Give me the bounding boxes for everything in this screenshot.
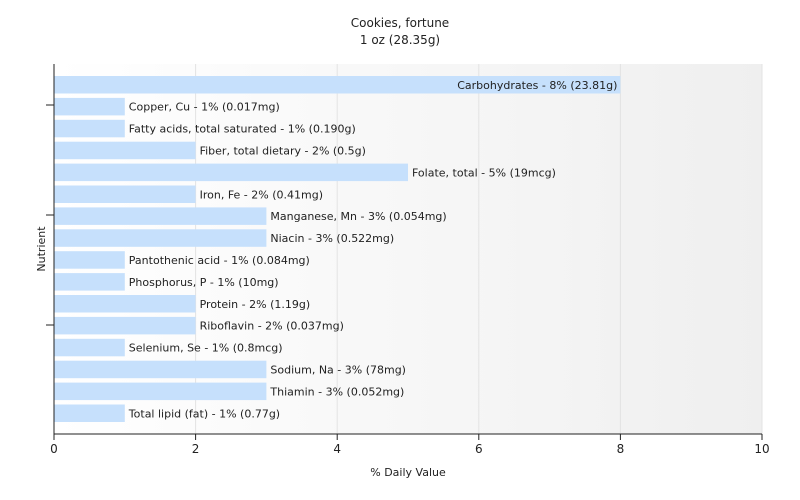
bar-label: Pantothenic acid - 1% (0.084mg) [129,254,310,267]
bar-label: Selenium, Se - 1% (0.8mcg) [129,342,283,355]
plot-area [54,64,762,434]
bar [54,295,196,313]
bar-labels: Carbohydrates - 8% (23.81g) Copper, Cu - … [128,79,618,421]
bar [54,185,196,203]
bar [54,316,196,335]
bar [54,229,267,247]
bar [54,382,267,401]
bar [54,251,125,269]
axes [46,64,762,435]
bar [54,76,621,94]
bar-label: Protein - 2% (1.19g) [200,298,311,311]
x-tick-label: 6 [475,442,483,456]
bar-label: Phosphorus, P - 1% (10mg) [129,276,279,289]
x-tick-label: 0 [50,442,58,456]
x-tick-label: 8 [617,442,625,456]
bar-label: Copper, Cu - 1% (0.017mg) [129,101,280,114]
x-tick-label: 2 [192,442,200,456]
bar [54,207,267,225]
y-axis-label: Nutrient [35,226,48,272]
bar-label: Niacin - 3% (0.522mg) [270,232,394,245]
x-tick-label: 4 [333,442,341,456]
bar-label: Iron, Fe - 2% (0.41mg) [200,188,323,201]
bar-label: Riboflavin - 2% (0.037mg) [200,320,344,333]
bar-label: Fatty acids, total saturated - 1% (0.190… [129,123,356,136]
x-axis-label: % Daily Value [370,466,446,479]
bar [54,404,125,422]
bar-label: Thiamin - 3% (0.052mg) [269,385,404,398]
bar-label: Fiber, total dietary - 2% (0.5g) [200,144,366,157]
x-ticks: 0 2 4 6 8 10 [50,434,770,456]
bar-label: Total lipid (fat) - 1% (0.77g) [128,407,280,420]
bar [54,97,125,116]
bar-label: Carbohydrates - 8% (23.81g) [457,79,617,92]
bar [54,141,196,160]
bar [54,338,125,357]
bar-label: Manganese, Mn - 3% (0.054mg) [270,210,446,223]
x-tick-label: 10 [754,442,769,456]
bar-label: Sodium, Na - 3% (78mg) [270,363,406,376]
bar [54,119,125,138]
bar [54,360,267,379]
bars [54,76,621,422]
chart-title: Cookies, fortune [351,16,449,30]
chart-subtitle: 1 oz (28.35g) [360,33,440,47]
bar [54,273,125,291]
bar [54,163,408,182]
bar-label: Folate, total - 5% (19mcg) [412,166,556,179]
